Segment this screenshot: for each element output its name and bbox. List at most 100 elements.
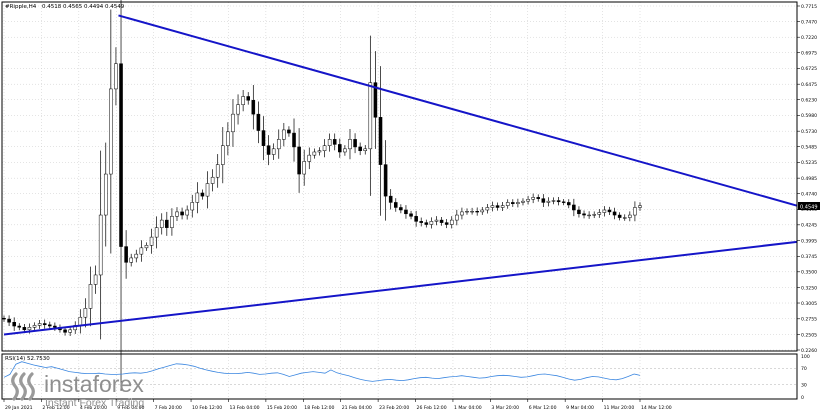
candle-bearish	[292, 132, 296, 148]
candle-bullish	[505, 202, 510, 206]
candle-bearish	[7, 318, 11, 323]
price-tick-label: 0.5235	[801, 160, 817, 166]
candle-bullish	[185, 209, 189, 216]
candle-bearish	[2, 317, 6, 320]
candle-bearish	[414, 216, 418, 222]
candle-bullish	[210, 176, 215, 184]
price-tick-label: 0.6725	[801, 66, 817, 72]
candle-bearish	[246, 96, 251, 101]
candle-bullish	[429, 221, 434, 225]
candle-bearish	[48, 324, 52, 327]
candle-bullish	[139, 247, 144, 255]
candle-bearish	[393, 202, 398, 208]
descending-resistance-trendline	[118, 14, 798, 207]
candle-bullish	[231, 113, 235, 133]
rsi-grid	[2, 368, 797, 385]
candle-bullish	[521, 200, 525, 203]
candle-bearish	[338, 144, 342, 153]
candle-bearish	[353, 139, 357, 148]
time-tick-label: 13 Feb 04:00	[229, 405, 259, 411]
candle-bearish	[607, 209, 612, 213]
candle-bullish	[587, 214, 591, 217]
price-tick-label: 0.4490	[801, 207, 817, 213]
time-tick-label: 26 Feb 12:00	[417, 405, 447, 411]
time-tick-label: 9 Feb 04:00	[117, 405, 144, 411]
candle-bullish	[322, 145, 327, 151]
candle-bearish	[409, 213, 413, 217]
price-tick-label: 0.3500	[801, 270, 817, 276]
candle-bearish	[536, 197, 541, 199]
candle-bullish	[68, 329, 72, 333]
rsi-series	[3, 361, 641, 382]
rsi-tick-label: 0	[801, 395, 804, 401]
candle-bullish	[276, 139, 281, 150]
price-tick-label: 0.5485	[801, 144, 817, 150]
candle-bearish	[444, 222, 449, 225]
candle-bearish	[378, 117, 383, 165]
candle-bullish	[271, 148, 276, 155]
rsi-tick-label: 100	[801, 354, 810, 360]
candle-bullish	[531, 197, 535, 200]
candle-bullish	[363, 148, 368, 151]
candle-bearish	[511, 202, 515, 204]
candle-bearish	[53, 325, 57, 328]
time-tick-label: 14 Mar 12:00	[641, 405, 672, 411]
candle-bullish	[628, 214, 632, 218]
candle-bullish	[282, 129, 286, 140]
chart-symbol-title: #Ripple,H4 0.4518 0.4565 0.4494 0.4549	[5, 4, 125, 10]
logo-mark-icon	[11, 372, 35, 401]
price-axis: 0.7715 0.7470 0.7220 0.6975 0.6725 0.6475 0.62…	[797, 4, 817, 354]
candle-bullish	[633, 207, 637, 216]
ohlc-values: 0.4518 0.4565 0.4494 0.4549	[42, 4, 125, 10]
candle-bullish	[638, 205, 642, 208]
candle-bullish	[154, 227, 159, 238]
candle-bearish	[541, 198, 546, 203]
candle-bearish	[251, 100, 256, 115]
price-tick-label: 0.4245	[801, 223, 817, 229]
candle-bullish	[195, 192, 200, 203]
time-tick-label: 7 Feb 20:00	[155, 405, 182, 411]
watermark-brand: instaforex	[44, 371, 144, 397]
candle-bearish	[22, 327, 27, 331]
candle-bullish	[368, 82, 373, 150]
candle-bullish	[526, 199, 530, 202]
price-tick-label: 0.7220	[801, 35, 817, 41]
candle-bearish	[617, 214, 622, 218]
candle-bearish	[424, 222, 429, 225]
candle-bullish	[190, 202, 195, 211]
candle-bullish	[307, 154, 312, 162]
candle-bearish	[165, 219, 169, 228]
candle-bearish	[261, 130, 266, 146]
price-tick-label: 0.7715	[801, 4, 817, 10]
candle-bearish	[12, 322, 16, 327]
time-tick-label: 15 Feb 20:00	[267, 405, 297, 411]
trendlines[interactable]	[3, 14, 798, 336]
rsi-tick-label: 30	[801, 383, 807, 389]
candle-bullish	[546, 200, 551, 203]
time-tick-label: 2 Feb 12:00	[42, 405, 69, 411]
rsi-axis: 100 70 30 0	[801, 354, 810, 401]
price-tick-label: 0.4740	[801, 191, 817, 197]
candle-bearish	[388, 195, 393, 203]
rsi-line	[3, 361, 641, 382]
candle-bullish	[215, 164, 220, 178]
price-tick-label: 0.2755	[801, 317, 817, 323]
candle-bullish	[592, 214, 596, 216]
candle-bullish	[455, 214, 459, 221]
price-tick-label: 0.2505	[801, 332, 817, 338]
candle-bearish	[256, 113, 261, 131]
time-tick-label: 6 Mar 12:00	[529, 405, 557, 411]
price-tick-label: 0.3995	[801, 238, 817, 244]
time-tick-label: 4 Feb 20:00	[80, 405, 107, 411]
candle-bullish	[144, 245, 149, 249]
candle-bullish	[226, 131, 230, 146]
candle-bullish	[109, 88, 113, 175]
ascending-support-trendline	[3, 240, 798, 336]
time-tick-label: 29 Jan 2021	[5, 405, 33, 411]
candle-bearish	[495, 205, 500, 208]
time-tick-label: 9 Mar 04:00	[566, 405, 594, 411]
candle-bullish	[327, 139, 332, 146]
price-tick-label: 0.7470	[801, 19, 817, 25]
